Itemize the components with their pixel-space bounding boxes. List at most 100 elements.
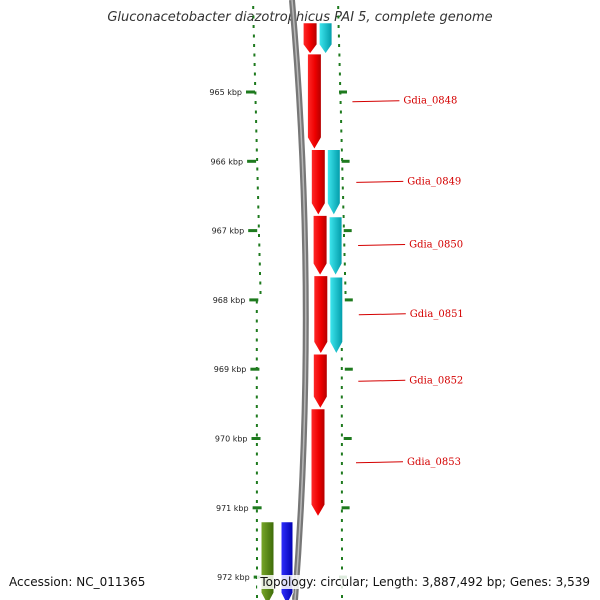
guide-dot bbox=[255, 490, 258, 494]
tick-mark-left bbox=[249, 298, 259, 302]
guide-dot bbox=[259, 272, 261, 275]
guide-dot bbox=[343, 243, 346, 247]
guide-dot bbox=[255, 319, 258, 323]
guide-dot bbox=[339, 82, 342, 85]
guide-dot bbox=[340, 376, 343, 380]
guide-dot bbox=[255, 538, 258, 541]
guide-dot bbox=[341, 595, 343, 598]
scale-tick: 969 kbp bbox=[214, 365, 353, 374]
scale-tick: 971 kbp bbox=[216, 504, 350, 513]
guide-dot bbox=[253, 72, 256, 76]
guide-dot bbox=[255, 357, 258, 361]
gene-label: Gdia_0850 bbox=[409, 240, 463, 251]
guide-dot bbox=[256, 186, 259, 190]
guide-dot bbox=[340, 129, 343, 133]
gene-arrow-red bbox=[306, 53, 322, 151]
gene-arrow-cyan bbox=[326, 149, 341, 217]
guide-dot bbox=[338, 53, 341, 57]
gene-arrow-red bbox=[302, 22, 318, 55]
guide-dot bbox=[341, 566, 343, 570]
guide-dot bbox=[257, 224, 260, 228]
guide-dot bbox=[258, 262, 261, 266]
scale-tick: 965 kbp bbox=[209, 88, 347, 97]
gene-arrow-cyan bbox=[328, 216, 343, 277]
guide-dot bbox=[340, 528, 343, 532]
guide-dot bbox=[256, 566, 258, 570]
gene-label-leader bbox=[352, 100, 400, 103]
gene-arrow-red bbox=[312, 353, 328, 410]
guide-dot bbox=[254, 110, 257, 114]
guide-dot bbox=[255, 139, 258, 142]
guide-dot bbox=[340, 395, 343, 399]
guide-dot bbox=[257, 196, 260, 199]
guide-dot bbox=[340, 443, 343, 446]
guide-dot bbox=[255, 348, 258, 351]
guide-dot bbox=[258, 243, 261, 247]
gene-label-leader bbox=[358, 244, 406, 246]
guide-dot bbox=[340, 414, 343, 418]
guide-dot bbox=[259, 291, 262, 294]
guide-dot bbox=[343, 262, 346, 266]
guide-dot bbox=[344, 281, 347, 285]
tick-mark-left bbox=[250, 367, 260, 371]
guide-dot bbox=[253, 63, 256, 66]
guide-dot bbox=[344, 272, 346, 275]
guide-dot bbox=[254, 101, 257, 104]
guide-dot bbox=[255, 471, 258, 475]
guide-dot bbox=[255, 405, 258, 408]
guide-dot bbox=[338, 63, 341, 66]
guide-dot bbox=[256, 557, 258, 560]
tick-mark-right bbox=[339, 90, 347, 94]
guide-dot bbox=[256, 167, 259, 171]
tick-mark-left bbox=[248, 229, 258, 233]
guide-dot bbox=[340, 424, 343, 427]
guide-dot bbox=[253, 53, 256, 57]
guide-dot bbox=[337, 6, 340, 9]
guide-dot bbox=[255, 120, 258, 123]
guide-dot bbox=[343, 234, 345, 237]
guide-dot bbox=[342, 224, 345, 228]
tick-mark-right bbox=[341, 506, 350, 510]
guide-dot bbox=[340, 490, 343, 494]
guide-dot bbox=[340, 433, 343, 437]
guide-dot bbox=[341, 158, 344, 161]
guide-dot bbox=[255, 452, 258, 456]
guide-dot bbox=[255, 519, 258, 522]
guide-dot bbox=[255, 129, 258, 133]
tick-mark-left bbox=[251, 437, 261, 440]
guide-dot bbox=[340, 471, 343, 475]
guide-dot bbox=[340, 519, 343, 522]
tick-label: 970 kbp bbox=[215, 435, 248, 444]
guide-dot bbox=[343, 253, 346, 256]
guide-dot bbox=[338, 72, 341, 76]
guide-dot bbox=[255, 424, 258, 427]
guide-dot bbox=[340, 462, 343, 465]
guide-dot bbox=[255, 310, 258, 313]
guide-dot bbox=[254, 91, 257, 95]
guide-dot bbox=[340, 509, 343, 513]
gene-labels: Gdia_0848 Gdia_0849 Gdia_0850 Gdia_0851 Gdia… bbox=[352, 96, 464, 468]
guide-dot bbox=[255, 481, 258, 484]
tick-label: 968 kbp bbox=[213, 296, 246, 305]
guide-dot bbox=[255, 462, 258, 465]
guide-dot bbox=[340, 367, 343, 370]
guide-dot bbox=[339, 101, 342, 104]
guide-dot bbox=[255, 443, 258, 446]
guide-dot bbox=[257, 215, 260, 218]
guide-dot bbox=[259, 281, 262, 285]
guide-dot bbox=[256, 585, 258, 589]
guide-dot bbox=[340, 348, 343, 351]
guide-dot bbox=[256, 158, 259, 161]
scale-ticks: 965 kbp 966 kbp 967 kbp 968 kbp 969 kbp 970 k… bbox=[209, 88, 353, 582]
guide-dot bbox=[340, 386, 343, 389]
guide-dot bbox=[255, 395, 258, 399]
gene-label: Gdia_0851 bbox=[410, 309, 464, 320]
tick-mark-right bbox=[344, 367, 353, 371]
guide-dot bbox=[255, 329, 258, 332]
scale-tick: 968 kbp bbox=[213, 296, 353, 305]
tick-label: 971 kbp bbox=[216, 504, 249, 513]
map-title: Gluconacetobacter diazotrophicus PAI 5, … bbox=[107, 10, 493, 25]
gene-label: Gdia_0848 bbox=[403, 96, 457, 107]
guide-dot bbox=[342, 205, 345, 209]
